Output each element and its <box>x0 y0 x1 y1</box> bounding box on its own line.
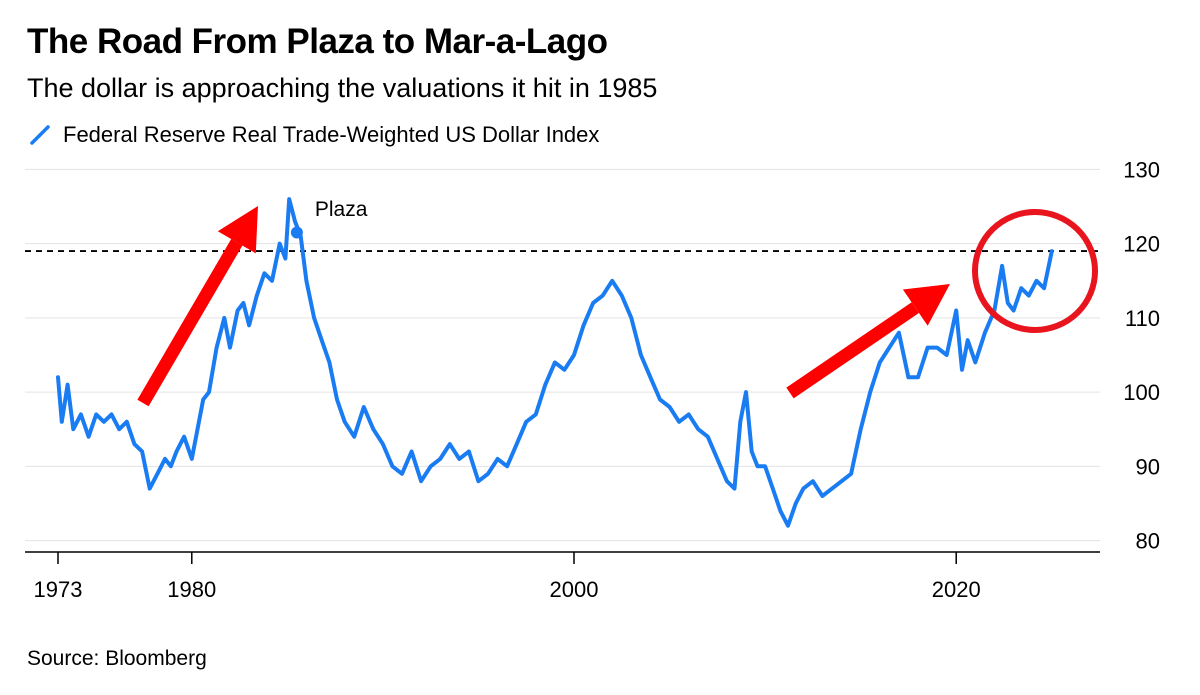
plaza-annotation-label: Plaza <box>315 198 368 221</box>
arrow-head <box>902 284 950 326</box>
arrow-head <box>217 206 258 254</box>
legend-line-icon <box>30 125 50 145</box>
series <box>56 197 1054 528</box>
arrow-shaft <box>137 238 243 407</box>
source-note: Source: Bloomberg <box>27 647 207 670</box>
legend-label: Federal Reserve Real Trade-Weighted US D… <box>63 122 600 147</box>
chart-subtitle: The dollar is approaching the valuations… <box>27 73 658 103</box>
annotation-shapes <box>137 206 1098 407</box>
y-tick-label: 110 <box>1125 306 1160 331</box>
chart-title: The Road From Plaza to Mar-a-Lago <box>27 22 608 61</box>
y-tick-label: 80 <box>1136 529 1160 554</box>
highlight-circle <box>972 209 1098 333</box>
arrow-to-plaza <box>137 206 258 407</box>
plaza-marker-dot <box>290 226 303 239</box>
arrow-shaft <box>786 302 919 399</box>
gridlines <box>25 168 1100 542</box>
x-tick-label: 1973 <box>34 577 83 602</box>
legend: Federal Reserve Real Trade-Weighted US D… <box>29 118 599 152</box>
dollar-index-line <box>56 197 1054 528</box>
x-tick-label: 1980 <box>167 577 216 602</box>
y-tick-label: 130 <box>1123 157 1160 182</box>
x-tick-label: 2020 <box>932 577 981 602</box>
arrow-to-recent <box>786 284 950 399</box>
x-tick-label: 2000 <box>550 577 599 602</box>
y-tick-label: 120 <box>1123 232 1160 257</box>
axes <box>25 551 1100 564</box>
y-tick-label: 100 <box>1123 380 1160 405</box>
tick-labels: 80 90 100 110 120 130 1973 1980 2000 2020 Plaza <box>34 157 1160 602</box>
y-tick-label: 90 <box>1136 454 1160 479</box>
